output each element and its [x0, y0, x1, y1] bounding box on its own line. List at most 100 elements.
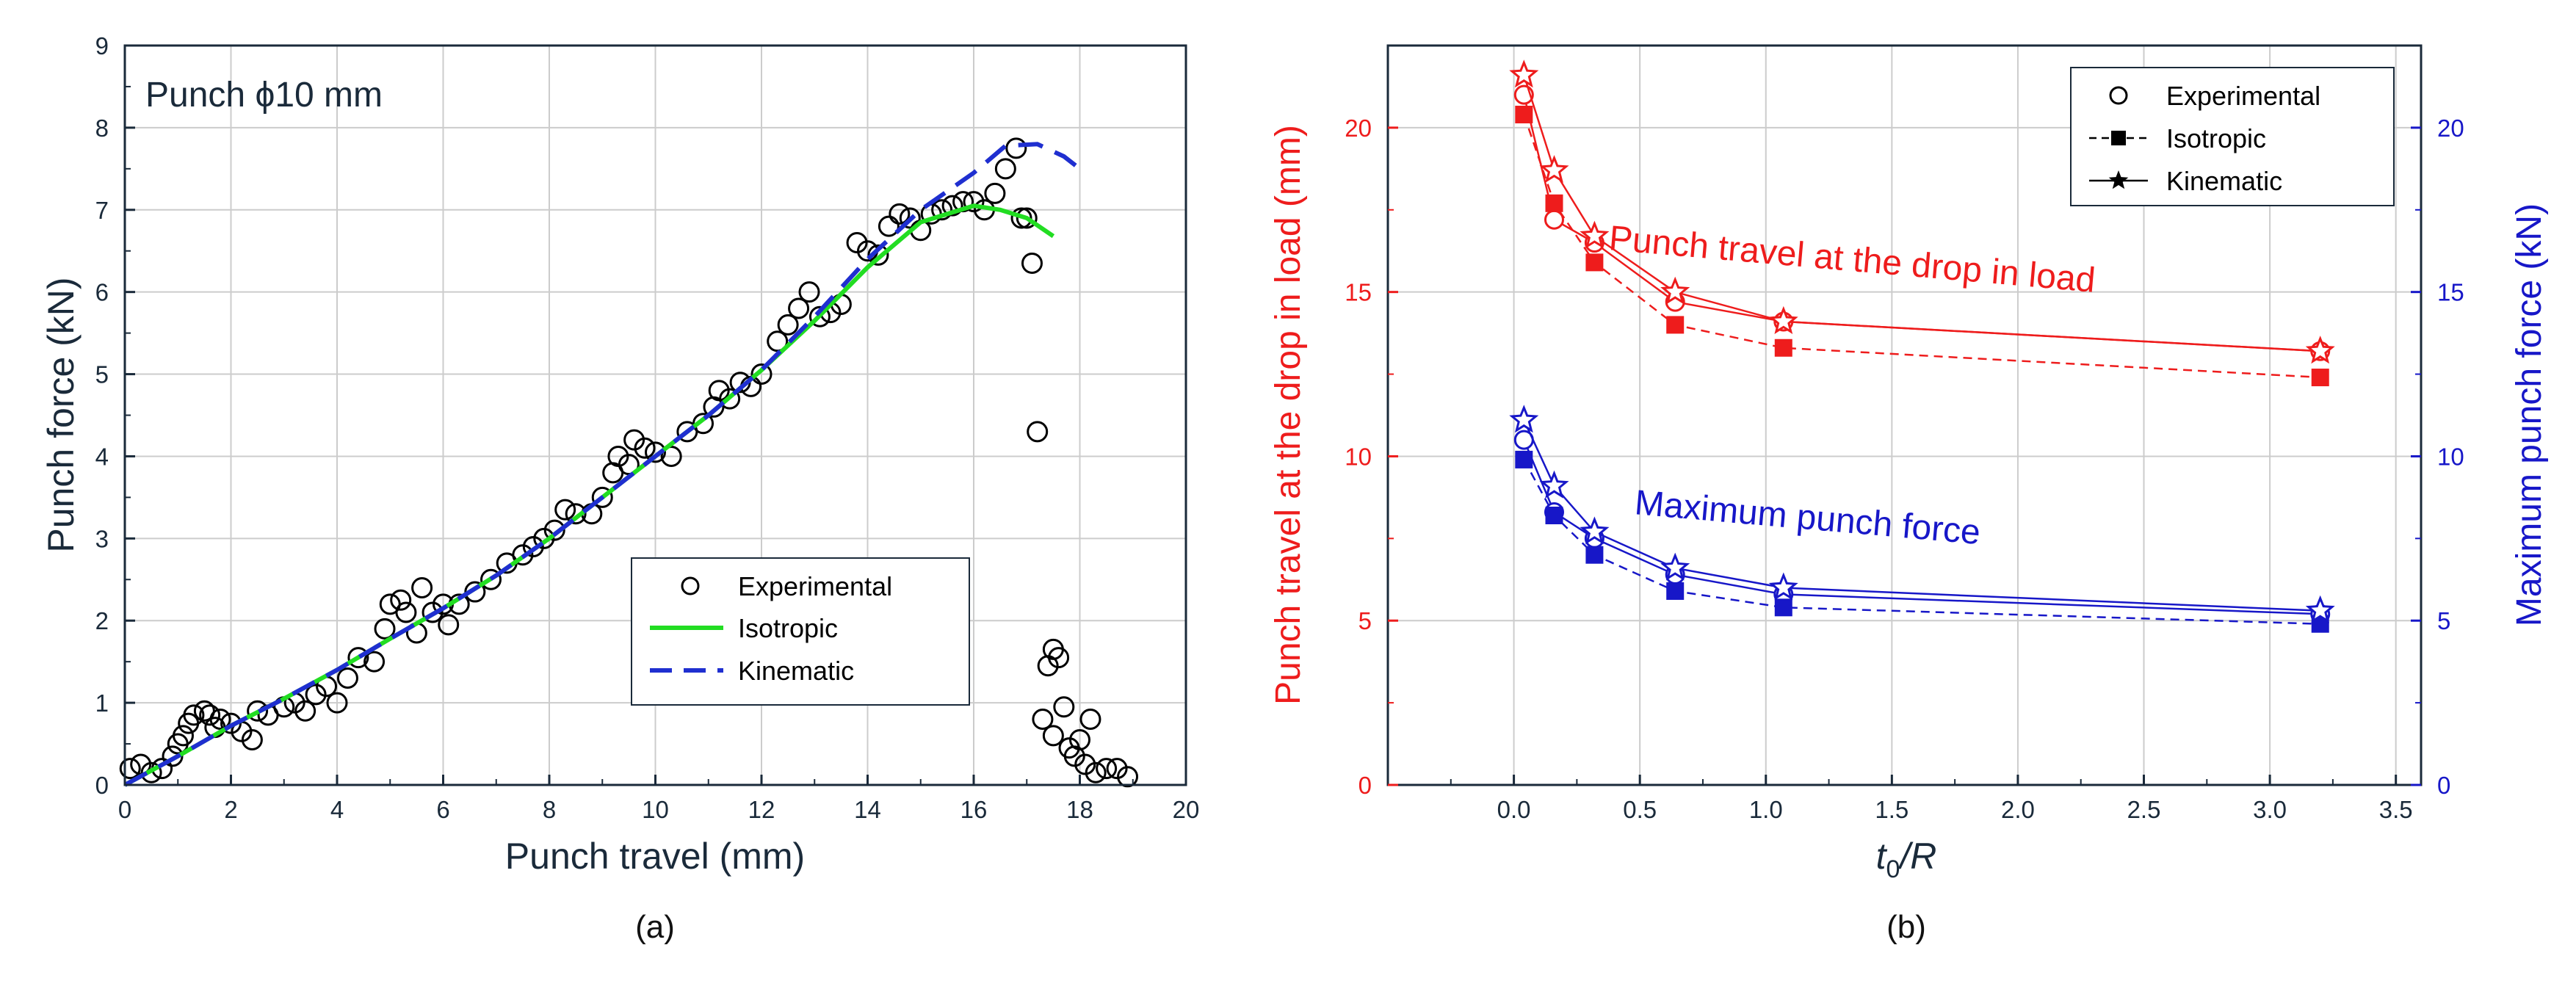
- a-experimental-point: [1079, 708, 1101, 730]
- a-experimental-point: [889, 203, 911, 225]
- b-x-tick-label: 1.5: [1875, 796, 1909, 823]
- a-experimental-point: [565, 503, 587, 525]
- a-x-tick-label: 14: [854, 796, 881, 823]
- a-experimental-point: [363, 651, 386, 673]
- a-experimental-point: [1048, 647, 1070, 669]
- b-x-tick-label: 0.5: [1623, 796, 1657, 823]
- a-experimental-point: [1117, 766, 1139, 788]
- a-experimental-point: [326, 692, 348, 714]
- a-experimental-point: [878, 215, 900, 237]
- b-x-tick-label: 3.5: [2379, 796, 2413, 823]
- a-y-axis-label: Punch force (kN): [40, 277, 82, 552]
- b-kinematic-travel-point: [1509, 59, 1539, 88]
- a-experimental-point: [645, 441, 666, 463]
- b-y-left-tick-label: 20: [1345, 115, 1372, 142]
- a-kinematic-line: [123, 142, 1082, 787]
- b-kinematic-force-point: [1768, 572, 1798, 601]
- b-y-left-tick-label: 10: [1345, 443, 1372, 470]
- b-legend-isotropic-marker: [2111, 131, 2126, 145]
- a-experimental-point: [411, 576, 433, 598]
- a-experimental-point: [708, 380, 730, 402]
- b-legend-kinematic-marker: [2108, 170, 2129, 189]
- b-x-tick-label: 3.0: [2253, 796, 2287, 823]
- b-kinematic-force-line: [1523, 419, 2320, 612]
- b-y-left-tick-label: 15: [1345, 279, 1372, 306]
- b-isotropic-travel-point: [1666, 316, 1685, 334]
- a-experimental-point: [607, 445, 629, 467]
- a-experimental-point: [1074, 753, 1096, 775]
- a-experimental-point: [623, 429, 645, 451]
- b-x-tick-label: 0.0: [1497, 796, 1531, 823]
- a-experimental-point: [1032, 708, 1054, 730]
- b-legend-isotropic-label: Isotropic: [2166, 123, 2266, 153]
- a-x-axis-label: Punch travel (mm): [505, 836, 805, 877]
- a-experimental-point: [464, 581, 486, 603]
- b-caption: (b): [1886, 909, 1926, 945]
- a-experimental-point: [554, 499, 576, 521]
- b-y-right-tick-label: 20: [2437, 115, 2464, 142]
- a-experimental-point: [119, 758, 141, 780]
- b-ticks: 0.0 0.5 1.0 1.5 2.0 2.5 3.0 3.5 0 5 10 15 20 0 5 10 15 20: [1345, 115, 2464, 823]
- a-x-tick-label: 6: [436, 796, 449, 823]
- a-experimental-point: [634, 437, 656, 459]
- a-experimental-point: [1053, 696, 1075, 718]
- a-experimental-point: [660, 445, 682, 467]
- a-experimental-point: [522, 536, 544, 558]
- b-isotropic-force-point: [1774, 598, 1792, 617]
- b-legend-kinematic-label: Kinematic: [2166, 166, 2282, 196]
- a-experimental-point: [1016, 207, 1038, 229]
- a-y-tick-label: 6: [95, 279, 109, 306]
- a-legend-experimental-label: Experimental: [738, 571, 892, 601]
- b-kinematic-travel-point: [1660, 276, 1690, 305]
- a-experimental-point: [984, 182, 1006, 204]
- a-experimental-point: [1085, 761, 1107, 783]
- a-experimental-point: [846, 232, 868, 254]
- b-x-label-sub: 0: [1886, 855, 1900, 883]
- a-experimental-point: [1042, 725, 1064, 747]
- b-isotropic-travel-line: [1523, 114, 2320, 379]
- b-isotropic-travel-point: [1585, 253, 1604, 272]
- a-x-tick-label: 12: [748, 796, 775, 823]
- b-x-label-rest: /R: [1897, 836, 1936, 877]
- panel-b: 0.0 0.5 1.0 1.5 2.0 2.5 3.0 3.5 0 5 10 15 20 0 5 10 15 20…: [1269, 44, 2549, 945]
- a-x-tick-label: 10: [642, 796, 669, 823]
- b-kinematic-travel-point: [1768, 305, 1798, 334]
- b-isotropic-force-point: [1545, 507, 1563, 525]
- a-series: [119, 137, 1139, 788]
- b-y-right-tick-label: 15: [2437, 279, 2464, 306]
- a-experimental-point: [305, 684, 327, 706]
- a-y-tick-label: 3: [95, 525, 109, 552]
- a-annotation-punch: Punch ϕ10 mm: [145, 76, 383, 115]
- a-experimental-point: [719, 388, 741, 410]
- a-experimental-point: [750, 363, 773, 385]
- a-experimental-point: [172, 725, 194, 747]
- a-experimental-point: [247, 700, 269, 722]
- b-y-left-tick-label: 0: [1358, 772, 1372, 799]
- a-experimental-point: [899, 207, 921, 229]
- b-kinematic-travel-point: [1539, 155, 1569, 184]
- b-y-right-tick-label: 10: [2437, 443, 2464, 470]
- a-experimental-point: [963, 191, 985, 213]
- b-isotropic-force-line: [1523, 459, 2320, 625]
- b-y-right-tick-label: 5: [2437, 607, 2450, 634]
- a-y-tick-label: 9: [95, 32, 109, 59]
- a-experimental-point: [788, 297, 810, 319]
- a-y-tick-label: 2: [95, 607, 109, 634]
- b-legend-experimental-label: Experimental: [2166, 81, 2320, 111]
- b-kinematic-force-point: [1660, 552, 1690, 581]
- b-y-left-tick-label: 5: [1358, 607, 1372, 634]
- a-experimental-point: [1021, 253, 1043, 275]
- a-y-tick-label: 7: [95, 197, 109, 224]
- a-experimental-point: [777, 314, 799, 336]
- a-experimental-point: [294, 700, 316, 722]
- b-x-tick-label: 2.0: [2001, 796, 2035, 823]
- a-experimental-point: [1010, 207, 1032, 229]
- a-y-tick-label: 8: [95, 115, 109, 142]
- a-x-tick-label: 16: [960, 796, 988, 823]
- b-y-left-axis-label: Punch travel at the drop in load (mm): [1269, 125, 1308, 705]
- a-experimental-point: [209, 708, 231, 730]
- a-experimental-point: [512, 544, 534, 566]
- a-experimental-point: [692, 413, 714, 435]
